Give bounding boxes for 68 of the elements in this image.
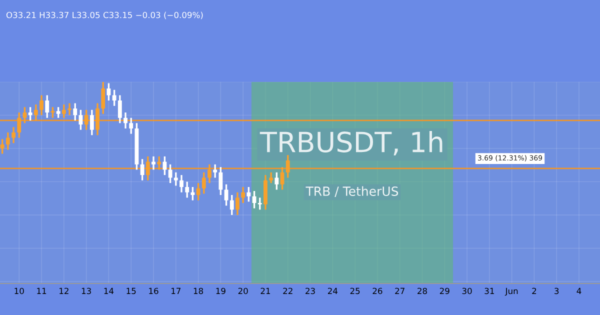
x-tick-label: 19 <box>216 288 226 294</box>
x-tick-label: 4 <box>576 288 582 294</box>
text: TRBUSDT, 1h <box>260 131 442 156</box>
x-tick-label: 24 <box>328 288 338 294</box>
candlestick <box>264 174 268 210</box>
text: TRB / TetherUS <box>306 186 398 197</box>
candlestick <box>246 186 251 202</box>
candlestick <box>129 116 134 135</box>
x-tick-label: 16 <box>149 288 158 294</box>
x-tick-label: 14 <box>104 288 114 294</box>
text: O33.21 H33.37 L33.05 C33.15 −0.03 (−0.09%) <box>6 12 203 20</box>
candlestick <box>106 82 111 102</box>
candlestick <box>62 104 66 119</box>
candlestick <box>213 164 218 179</box>
candlestick <box>90 109 94 136</box>
x-tick-label: 26 <box>372 288 382 294</box>
candlestick <box>140 158 144 182</box>
x-tick-label: 22 <box>283 288 292 294</box>
candlestick <box>152 156 156 171</box>
x-tick-label: 27 <box>395 288 404 294</box>
candlestick <box>185 180 190 199</box>
x-tick-label: 20 <box>238 288 248 294</box>
x-tick-label: 31 <box>484 288 494 294</box>
candlestick <box>258 196 262 210</box>
x-tick-label: 28 <box>418 288 427 294</box>
x-tick-label: 11 <box>37 288 46 294</box>
candlestick <box>12 126 16 144</box>
candlestick <box>190 186 195 202</box>
x-tick-label: 15 <box>126 288 136 294</box>
candlestick <box>124 112 128 130</box>
candlestick <box>174 172 178 187</box>
candlestick <box>112 89 116 107</box>
x-tick-label: 21 <box>260 288 270 294</box>
candlestick <box>180 174 184 194</box>
candlestick <box>78 109 83 131</box>
candlestick <box>40 94 44 116</box>
x-tick-label: 30 <box>462 288 472 294</box>
x-tick-label: 12 <box>60 288 68 294</box>
candlestick <box>68 102 72 116</box>
candlestick <box>230 194 234 216</box>
x-tick-label: 23 <box>306 288 315 294</box>
candlestick <box>162 156 167 176</box>
x-tick-label: 18 <box>194 288 204 294</box>
candlestick <box>236 192 240 216</box>
x-tick-label: 3 <box>554 288 559 294</box>
candlestick <box>274 172 279 191</box>
candlestick <box>269 172 274 184</box>
candlestick <box>0 138 4 155</box>
x-tick-label: 17 <box>172 288 180 294</box>
candlestick <box>73 102 78 122</box>
candlestick <box>241 186 246 204</box>
x-tick-label: 29 <box>440 288 450 294</box>
x-tick-label: 25 <box>350 288 360 294</box>
candlestick <box>6 132 10 151</box>
candlestick <box>168 164 172 184</box>
candlestick <box>118 94 122 124</box>
candlestick <box>45 94 50 119</box>
candlestick <box>218 166 223 196</box>
candlestick <box>101 82 106 115</box>
candlestick <box>28 106 32 122</box>
x-tick-label: 2 <box>532 288 536 294</box>
x-tick-label: Jun <box>504 288 518 296</box>
x-tick-label: 10 <box>14 288 24 294</box>
x-tick-label: 13 <box>82 288 91 294</box>
candlestick <box>224 184 228 206</box>
candlestick <box>50 106 55 119</box>
candlestick <box>56 106 60 119</box>
candlestick <box>202 172 206 195</box>
